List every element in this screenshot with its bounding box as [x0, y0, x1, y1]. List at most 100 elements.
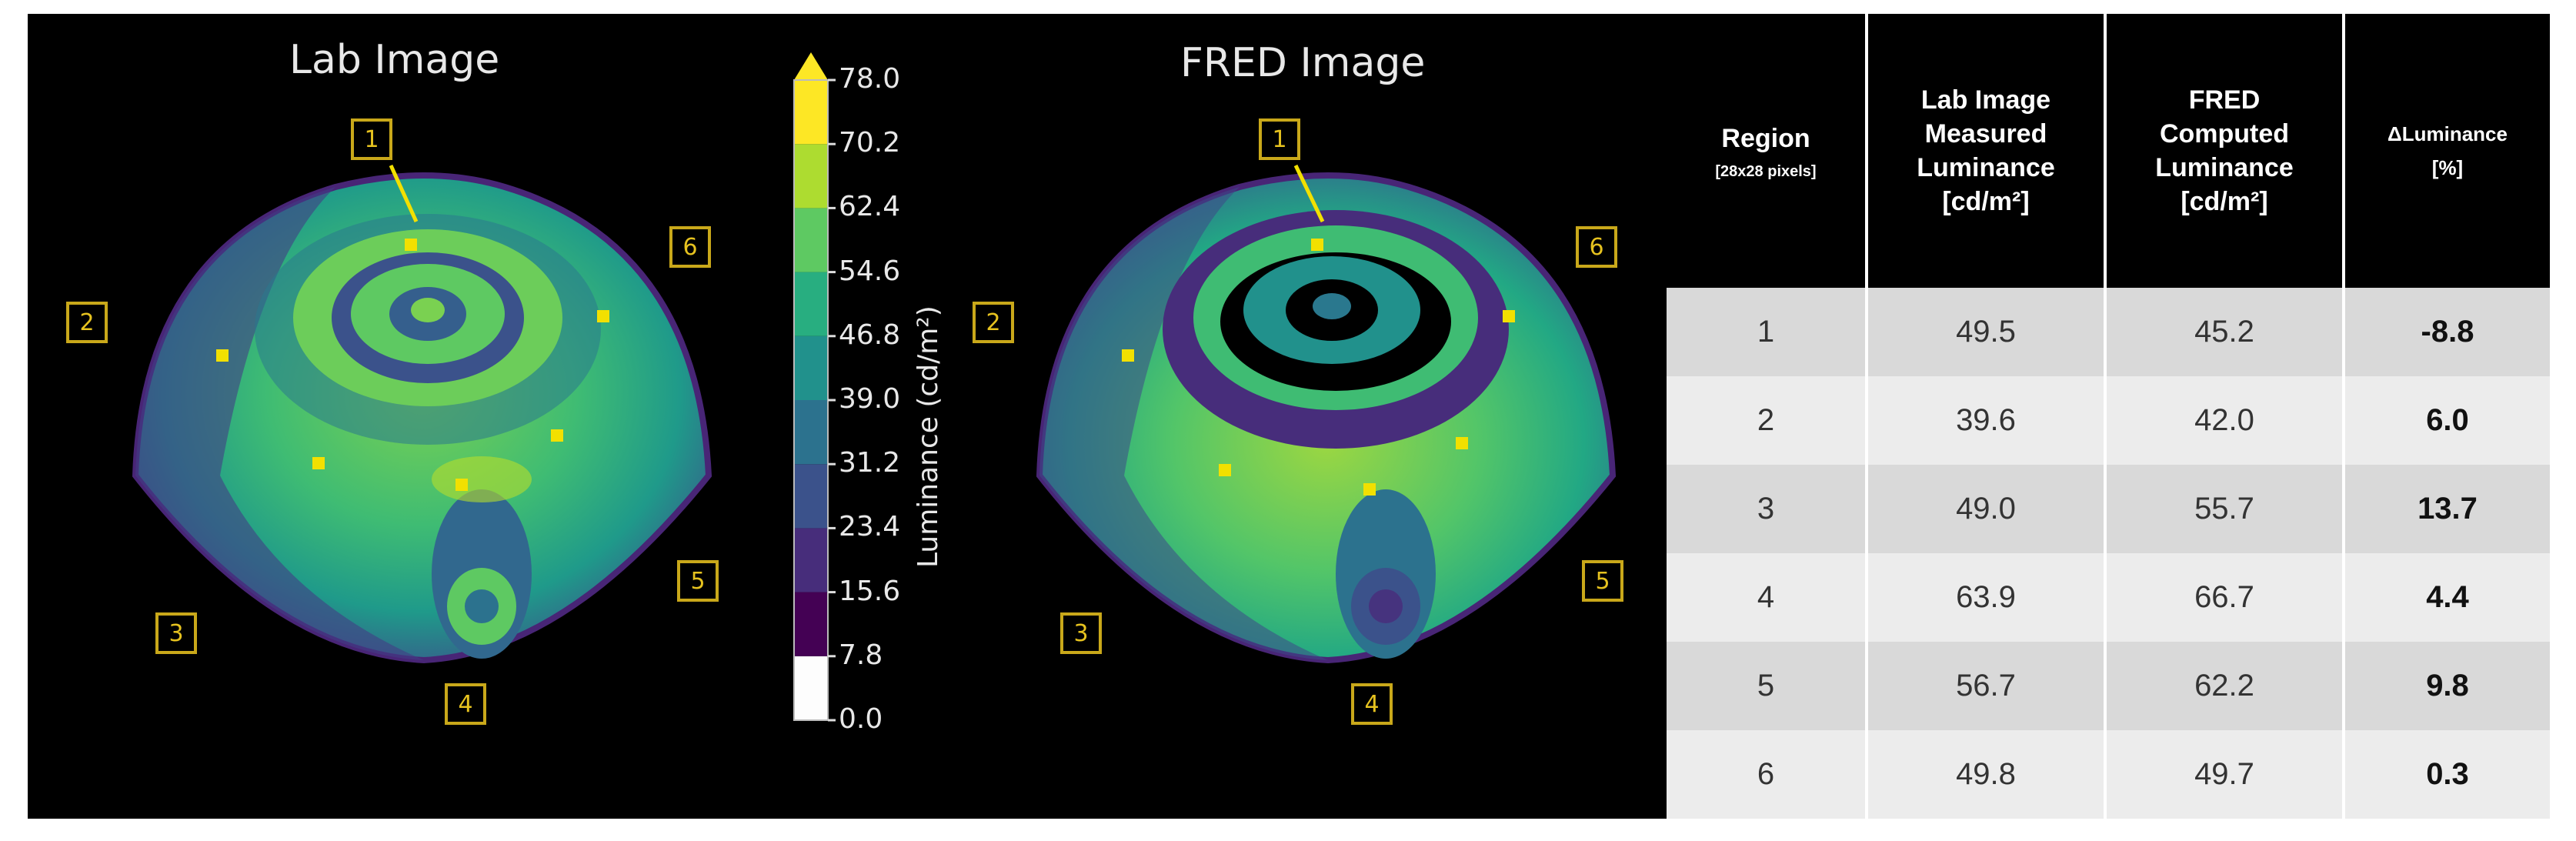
colorbar-tick-label: 62.4 [839, 191, 901, 223]
lab-region-label-3: 3 [155, 612, 197, 654]
cell-region: 2 [1757, 403, 1775, 437]
fred-marker-5 [1456, 437, 1468, 449]
cell-region: 3 [1757, 492, 1775, 526]
cell-delta: -8.8 [2342, 288, 2550, 376]
header-fred-line: Luminance [2155, 153, 2294, 182]
lab-region-label-2: 2 [66, 302, 108, 343]
table-row: 3 49.0 55.7 13.7 [1667, 465, 2550, 553]
colorbar-extend-arrow [794, 52, 828, 80]
lab-region-label-4: 4 [445, 683, 486, 725]
colorbar-tick-label: 15.6 [839, 575, 901, 607]
header-region-title: Region [1721, 123, 1810, 153]
header-region-sub: [28x28 pixels] [1715, 162, 1817, 180]
header-lab: Lab Image Measured Luminance [cd/m²] [1865, 14, 2104, 288]
table-row: 4 63.9 66.7 4.4 [1667, 553, 2550, 642]
cell-region: 4 [1757, 580, 1775, 614]
table-row: 1 49.5 45.2 -8.8 [1667, 288, 2550, 376]
colorbar-tick-label: 54.6 [839, 255, 901, 287]
colorbar-tick-label: 39.0 [839, 383, 901, 415]
lab-marker-6 [597, 310, 609, 322]
lab-region-label-6: 6 [669, 226, 711, 268]
header-fred-line: [cd/m²] [2181, 187, 2268, 216]
header-delta-line: ΔLuminance [2387, 122, 2508, 145]
table-row: 2 39.6 42.0 6.0 [1667, 376, 2550, 465]
cell-fred: 42.0 [2104, 376, 2342, 465]
fred-region-label-1: 1 [1259, 118, 1300, 160]
cell-lab: 56.7 [1865, 642, 2104, 730]
cell-region: 5 [1757, 669, 1775, 703]
colorbar-segment [794, 528, 828, 592]
fred-marker-2 [1122, 349, 1134, 362]
colorbar-segment [794, 464, 828, 529]
cell-lab: 63.9 [1865, 553, 2104, 642]
fred-region-label-2: 2 [973, 302, 1014, 343]
lab-image-title: Lab Image [289, 37, 500, 83]
cell-delta: 13.7 [2342, 465, 2550, 553]
colorbar-segment [794, 144, 828, 209]
luminance-maps [132, 52, 1617, 722]
fred-marker-6 [1503, 310, 1515, 322]
cell-lab: 49.8 [1865, 730, 2104, 819]
cell-delta: 4.4 [2342, 553, 2550, 642]
lab-marker-4 [455, 479, 468, 491]
header-fred-line: FRED [2188, 85, 2261, 115]
lab-region-label-1: 1 [351, 118, 392, 160]
colorbar-segment [794, 208, 828, 272]
colorbar-tick-label: 0.0 [839, 703, 883, 735]
fred-markers [1122, 164, 1515, 496]
colorbar-tick-label: 46.8 [839, 319, 901, 351]
header-delta: ΔLuminance [%] [2342, 14, 2550, 288]
lab-marker-2 [216, 349, 229, 362]
table-header: Region [28x28 pixels] Lab Image Measured… [1667, 14, 2550, 288]
cell-fred: 49.7 [2104, 730, 2342, 819]
colorbar-segment [794, 272, 828, 336]
colorbar-tick-label: 23.4 [839, 511, 901, 543]
cell-lab: 49.5 [1865, 288, 2104, 376]
colorbar-segment [794, 335, 828, 400]
colorbar-axis-label: Luminance (cd/m²) [913, 305, 944, 568]
colorbar-tick-label: 78.0 [839, 63, 901, 95]
fred-region-label-3: 3 [1060, 612, 1102, 654]
cell-lab: 49.0 [1865, 465, 2104, 553]
header-fred-line: Computed [2159, 119, 2290, 149]
cell-lab: 39.6 [1865, 376, 2104, 465]
cell-fred: 66.7 [2104, 553, 2342, 642]
cell-fred: 62.2 [2104, 642, 2342, 730]
table-row: 5 56.7 62.2 9.8 [1667, 642, 2550, 730]
cell-fred: 45.2 [2104, 288, 2342, 376]
colorbar-tick-label: 31.2 [839, 447, 901, 479]
luminance-table: Region [28x28 pixels] Lab Image Measured… [1667, 14, 2550, 819]
table-row: 6 49.8 49.7 0.3 [1667, 730, 2550, 819]
cell-region: 1 [1757, 315, 1775, 349]
header-lab-line: Luminance [1917, 153, 2055, 182]
header-lab-line: Measured [1924, 119, 2047, 149]
header-lab-line: Lab Image [1920, 85, 2051, 115]
lab-marker-5 [551, 429, 563, 442]
lab-dome [132, 172, 712, 664]
header-fred: FRED Computed Luminance [cd/m²] [2104, 14, 2342, 288]
fred-marker-3 [1219, 464, 1231, 476]
colorbar-tick-label: 7.8 [839, 639, 883, 671]
header-region: Region [28x28 pixels] [1667, 14, 1865, 288]
cell-region: 6 [1757, 757, 1775, 791]
colorbar-segment [794, 592, 828, 656]
colorbar-segment [794, 80, 828, 145]
lab-marker-1 [405, 239, 417, 251]
cell-delta: 0.3 [2342, 730, 2550, 819]
colorbar-segment [794, 400, 828, 465]
fred-region-label-5: 5 [1582, 560, 1623, 602]
fred-region-label-4: 4 [1351, 683, 1393, 725]
lab-marker-3 [312, 457, 325, 469]
header-delta-line: [%] [2431, 156, 2464, 179]
colorbar-segment [794, 656, 828, 720]
image-panel: Lab Image FRED Image 1 2 3 4 5 6 1 2 3 4… [28, 14, 1667, 819]
fred-region-label-6: 6 [1576, 226, 1617, 268]
lab-region-label-5: 5 [677, 560, 719, 602]
cell-fred: 55.7 [2104, 465, 2342, 553]
cell-delta: 9.8 [2342, 642, 2550, 730]
fred-marker-4 [1363, 483, 1376, 496]
colorbar [793, 52, 836, 722]
fred-dome [1036, 172, 1617, 664]
colorbar-tick-label: 70.2 [839, 127, 901, 159]
